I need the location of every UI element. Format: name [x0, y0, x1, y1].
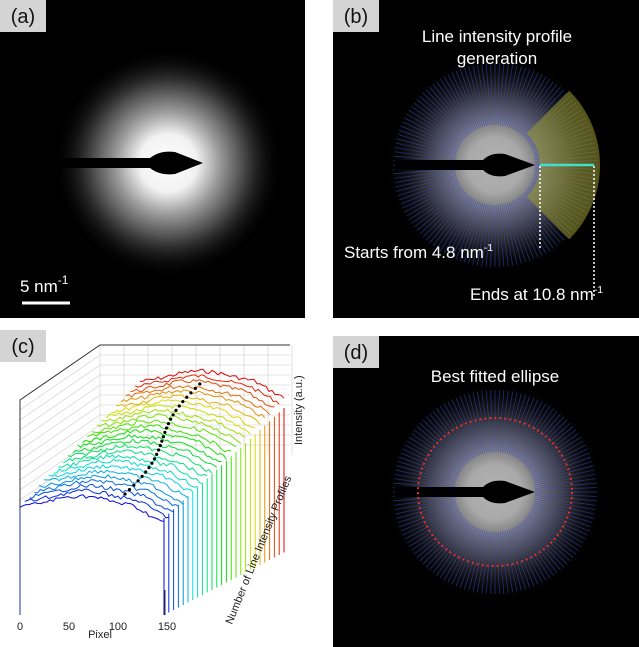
peak-marker	[181, 400, 184, 403]
peak-marker	[198, 382, 201, 385]
peak-marker	[185, 396, 188, 399]
annotation-text: Starts from 4.8 nm	[344, 243, 484, 262]
scale-text: 5 nm	[20, 277, 58, 296]
peak-marker	[157, 448, 160, 451]
peak-marker	[140, 475, 143, 478]
peak-marker	[150, 462, 153, 465]
annotation-text: Ends at 10.8 nm	[470, 285, 594, 304]
panel-d: (d) Best fitted ellipse	[333, 336, 639, 647]
peak-marker	[136, 479, 139, 482]
panel-label: (b)	[344, 6, 368, 28]
peak-marker	[163, 431, 166, 434]
figure: (a) 5 nm-1 (b)Line intensity profilegene…	[0, 0, 639, 647]
peak-marker	[167, 422, 170, 425]
peak-marker	[162, 435, 165, 438]
peak-marker	[174, 409, 177, 412]
peak-marker	[178, 404, 181, 407]
superscript: -1	[594, 285, 603, 296]
peak-marker	[194, 387, 197, 390]
peak-marker	[144, 470, 147, 473]
x-axis-label: Pixel	[88, 629, 112, 641]
x-tick-label: 0	[17, 621, 23, 633]
z-axis-label: Intensity (a.u.)	[293, 375, 305, 445]
peak-marker	[172, 413, 175, 416]
panel-b: (b) Line intensity profile generation Start…	[333, 0, 639, 318]
panel-background	[0, 330, 305, 647]
panel-label: (c)	[11, 336, 34, 358]
panel-label: (a)	[11, 6, 35, 28]
superscript: -1	[484, 243, 493, 254]
peak-marker	[128, 488, 131, 491]
peak-marker	[169, 418, 172, 421]
peak-marker	[160, 440, 163, 443]
page: { "panels": [ {"label": "(a)", "scale_ba…	[0, 0, 639, 647]
peak-marker	[159, 444, 162, 447]
peak-marker	[132, 484, 135, 487]
peak-marker	[147, 466, 150, 469]
annotation: Ends at 10.8 nm-1	[470, 285, 603, 304]
x-tick-label: 50	[63, 621, 75, 633]
panel-a: (a) 5 nm-1	[0, 0, 305, 318]
panel-label: (d)	[344, 342, 368, 364]
panel-c: (c)050100150PixelNumber of Line Intensit…	[0, 330, 305, 647]
panel-title: generation	[457, 49, 537, 68]
panel-title: Line intensity profile	[422, 27, 572, 46]
peak-marker	[123, 492, 126, 495]
peak-marker	[189, 391, 192, 394]
superscript: -1	[58, 273, 69, 287]
peak-marker	[153, 457, 156, 460]
panel-title: Best fitted ellipse	[431, 367, 560, 386]
annotation: Starts from 4.8 nm-1	[344, 243, 493, 262]
x-tick-label: 150	[158, 621, 176, 633]
peak-marker	[155, 453, 158, 456]
peak-marker	[165, 426, 168, 429]
